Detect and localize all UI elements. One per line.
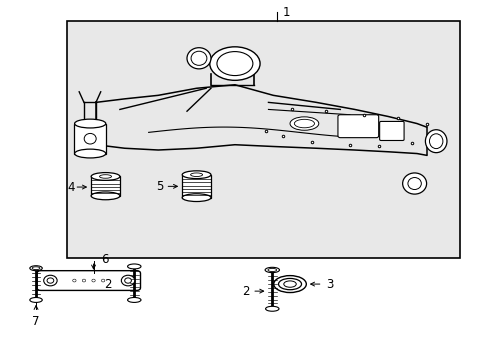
Ellipse shape (217, 51, 252, 76)
Ellipse shape (407, 177, 421, 189)
Bar (74, 123, 105, 154)
Ellipse shape (92, 279, 95, 282)
Ellipse shape (267, 268, 276, 271)
Bar (182, 175, 210, 198)
Ellipse shape (182, 171, 210, 179)
Ellipse shape (30, 266, 42, 271)
Ellipse shape (186, 48, 210, 69)
FancyBboxPatch shape (379, 121, 403, 140)
Ellipse shape (264, 267, 279, 273)
Ellipse shape (209, 47, 260, 80)
Ellipse shape (43, 275, 57, 286)
Ellipse shape (73, 279, 76, 282)
FancyBboxPatch shape (37, 271, 140, 291)
Ellipse shape (82, 279, 85, 282)
Ellipse shape (127, 297, 141, 302)
Text: 3: 3 (325, 278, 333, 291)
Ellipse shape (289, 117, 318, 130)
Text: 6: 6 (101, 253, 108, 266)
Ellipse shape (425, 130, 446, 153)
Text: 1: 1 (282, 5, 290, 19)
Ellipse shape (75, 149, 105, 158)
Ellipse shape (428, 134, 442, 149)
Text: 4: 4 (68, 181, 75, 194)
Ellipse shape (278, 278, 301, 290)
Ellipse shape (32, 267, 40, 270)
Ellipse shape (121, 275, 135, 286)
Ellipse shape (402, 173, 426, 194)
Ellipse shape (91, 172, 120, 180)
Ellipse shape (191, 51, 206, 66)
FancyBboxPatch shape (67, 21, 459, 258)
Ellipse shape (127, 264, 141, 269)
Ellipse shape (265, 306, 279, 311)
Text: 2: 2 (104, 278, 112, 291)
Ellipse shape (190, 173, 202, 176)
Text: 5: 5 (155, 180, 163, 193)
Ellipse shape (182, 194, 210, 202)
Ellipse shape (75, 119, 105, 128)
Text: 2: 2 (242, 285, 249, 298)
FancyBboxPatch shape (337, 115, 378, 138)
Ellipse shape (273, 276, 305, 293)
Ellipse shape (124, 278, 131, 283)
Ellipse shape (100, 175, 111, 178)
Ellipse shape (30, 297, 42, 302)
Ellipse shape (283, 281, 296, 287)
Ellipse shape (84, 134, 96, 144)
Ellipse shape (47, 278, 54, 283)
Bar (91, 176, 120, 196)
Ellipse shape (91, 192, 120, 200)
Text: 7: 7 (32, 315, 40, 328)
Ellipse shape (101, 279, 104, 282)
Ellipse shape (294, 119, 314, 128)
